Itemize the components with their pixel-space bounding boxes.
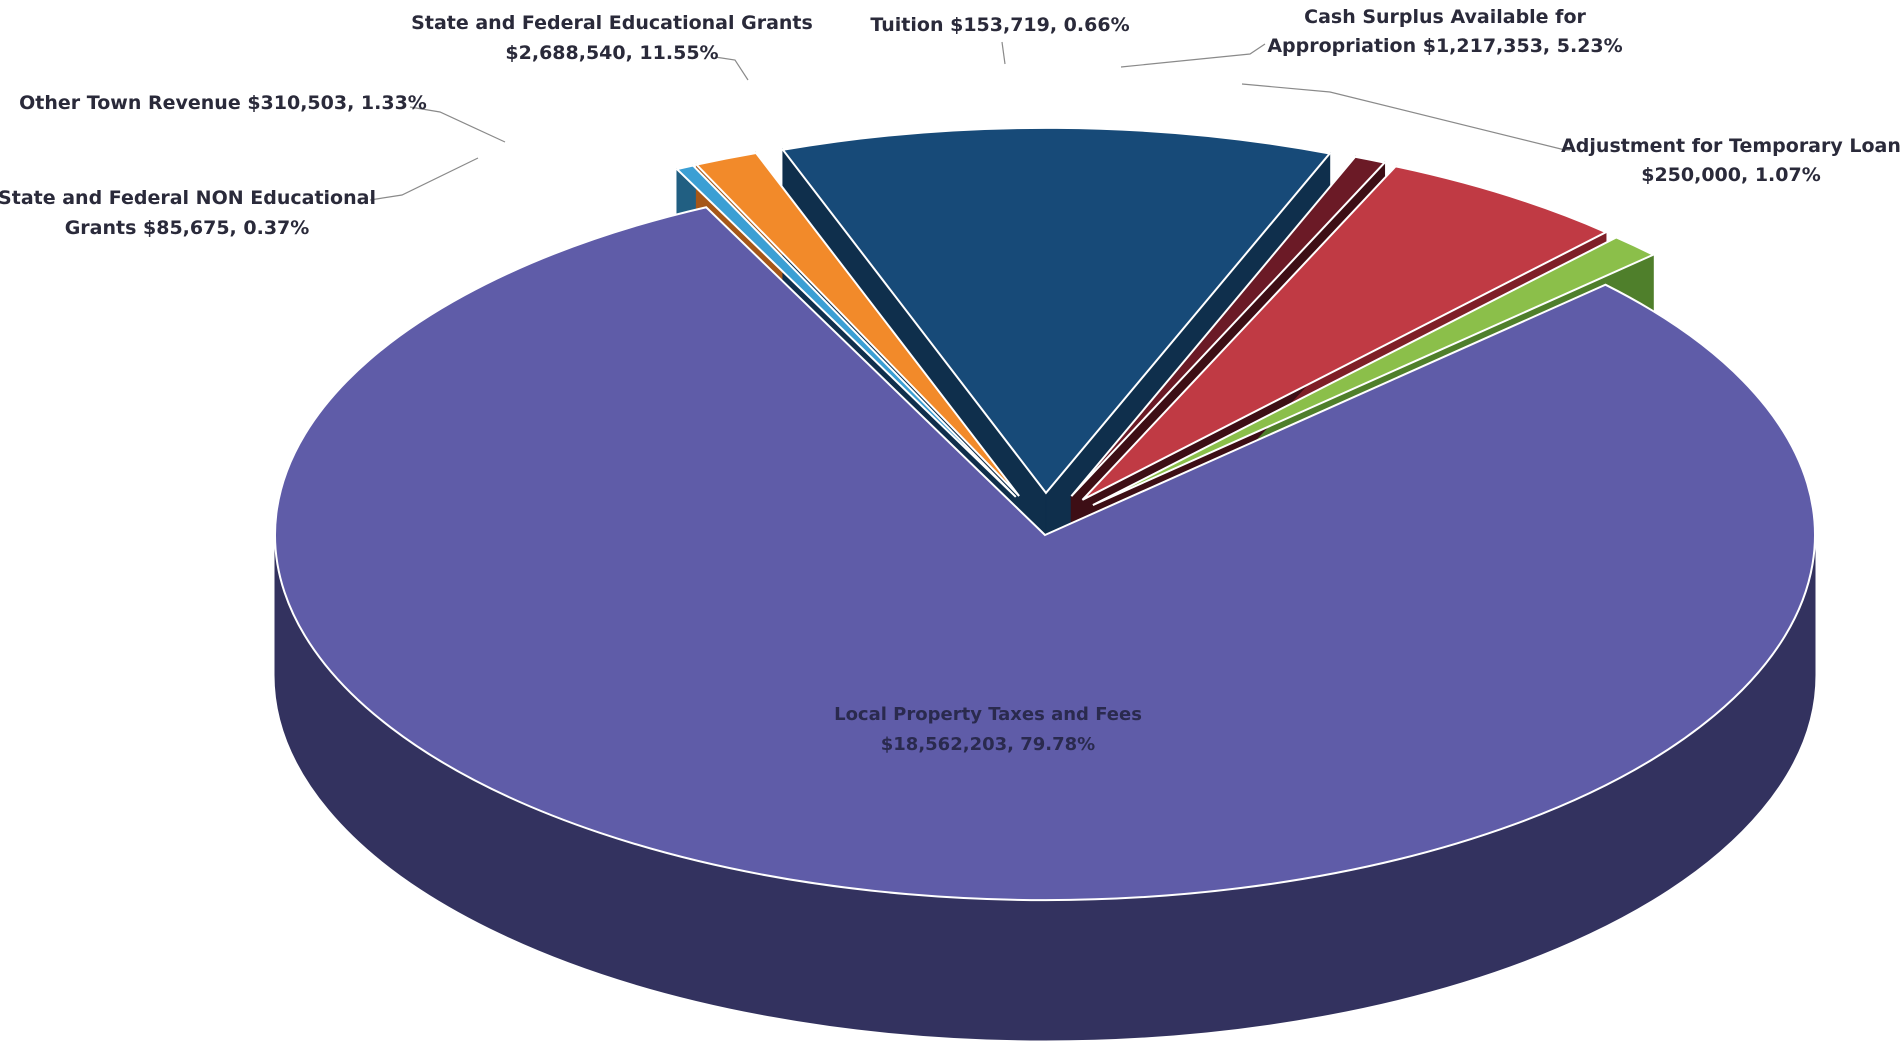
slice-temporary-loan	[1092, 236, 1656, 506]
label-temporary-loan-line2: $250,000, 1.07%	[1641, 164, 1821, 186]
slice-property-taxes	[274, 206, 1816, 901]
slice-labels: Cash Surplus Available for Appropriation…	[0, 6, 1900, 755]
slice-non-educational	[674, 164, 1017, 498]
slice-other-town-revenue	[694, 151, 1020, 497]
label-property-taxes-line2: $18,562,203, 79.78%	[881, 734, 1095, 755]
label-cash-surplus-line2: Appropriation $1,217,353, 5.23%	[1267, 35, 1622, 57]
leader-line-cash-surplus	[1120, 43, 1266, 68]
leader-line-educational-grants	[714, 56, 749, 81]
leader-line-temporary-loan	[1241, 83, 1570, 151]
label-non-educational-line2: Grants $85,675, 0.37%	[65, 217, 310, 239]
label-cash-surplus-line1: Cash Surplus Available for	[1304, 6, 1586, 28]
label-educational-grants-line2: $2,688,540, 11.55%	[505, 42, 718, 64]
leader-line-other-town	[409, 106, 506, 143]
pie-slices	[274, 126, 1816, 901]
slice-tuition	[1070, 155, 1387, 497]
leader-line-tuition	[1001, 41, 1006, 65]
slice-educational-grants	[781, 126, 1332, 495]
leader-line-non-educational	[369, 157, 479, 201]
slice-cash-surplus	[1081, 165, 1609, 501]
label-property-taxes-line1: Local Property Taxes and Fees	[834, 704, 1142, 725]
label-educational-grants-line1: State and Federal Educational Grants	[411, 12, 813, 34]
label-non-educational-line1: State and Federal NON Educational	[0, 187, 376, 209]
leader-lines	[369, 41, 1570, 201]
label-tuition: Tuition $153,719, 0.66%	[870, 14, 1129, 36]
label-temporary-loan-line1: Adjustment for Temporary Loan	[1561, 135, 1900, 157]
label-other-town-revenue: Other Town Revenue $310,503, 1.33%	[19, 92, 427, 114]
